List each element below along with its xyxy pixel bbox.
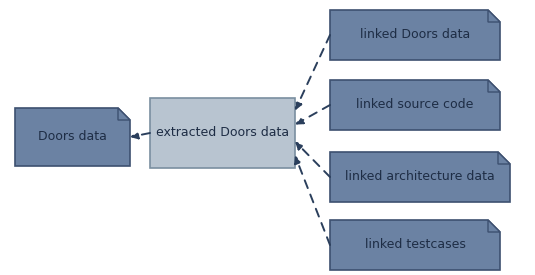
Text: linked source code: linked source code bbox=[356, 98, 473, 111]
Polygon shape bbox=[488, 10, 500, 22]
Text: linked Doors data: linked Doors data bbox=[360, 29, 470, 42]
Text: linked architecture data: linked architecture data bbox=[345, 170, 495, 183]
Polygon shape bbox=[330, 10, 500, 60]
Polygon shape bbox=[15, 108, 130, 166]
Bar bbox=[150, 98, 295, 168]
Polygon shape bbox=[330, 152, 510, 202]
Polygon shape bbox=[118, 108, 130, 120]
Text: Doors data: Doors data bbox=[38, 131, 107, 144]
Polygon shape bbox=[498, 152, 510, 164]
Polygon shape bbox=[488, 80, 500, 92]
Polygon shape bbox=[488, 220, 500, 232]
Polygon shape bbox=[330, 220, 500, 270]
Polygon shape bbox=[330, 80, 500, 130]
Text: extracted Doors data: extracted Doors data bbox=[156, 126, 289, 139]
Text: linked testcases: linked testcases bbox=[364, 238, 465, 252]
